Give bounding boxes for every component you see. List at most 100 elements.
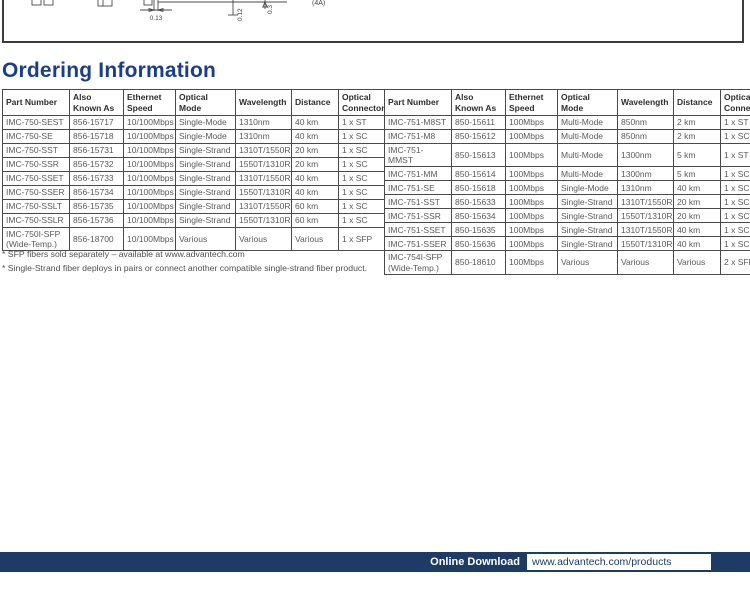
table-cell: 100Mbps bbox=[505, 194, 558, 210]
column-header: Ethernet Speed bbox=[505, 89, 558, 116]
table-cell: 1550T/1310R bbox=[235, 213, 292, 228]
mechanical-drawing-panel bbox=[2, 0, 744, 43]
table-cell: 10/100Mbps bbox=[123, 213, 176, 228]
table-row: IMC-751-MM 850-15614 100Mbps Multi-Mode 1300… bbox=[384, 166, 750, 182]
table-cell: 856-15736 bbox=[69, 213, 124, 228]
table-cell: 856-18700 bbox=[69, 226, 124, 252]
ordering-table-imc750: Part Number Also Known As Ethernet Speed Op… bbox=[2, 89, 389, 252]
table-cell: 100Mbps bbox=[505, 166, 558, 182]
table-cell: IMC-750-SSET bbox=[2, 171, 70, 186]
table-cell: 20 km bbox=[673, 194, 721, 210]
table-cell: 1 x SC bbox=[338, 129, 389, 144]
dimension-label: 0.13 bbox=[150, 15, 163, 22]
table-cell: IMC-750-SSLR bbox=[2, 213, 70, 228]
table-cell: 1 x SC bbox=[338, 199, 389, 214]
header-row: Part Number Also Known As Ethernet Speed Op… bbox=[2, 89, 389, 116]
table-cell: Single-Strand bbox=[175, 171, 236, 186]
table-cell: 1 x SC bbox=[720, 208, 750, 224]
table-cell: 100Mbps bbox=[505, 129, 558, 144]
table-cell: 1550T/1310R bbox=[617, 208, 674, 224]
table-cell: 1 x SC bbox=[720, 166, 750, 182]
table-row: IMC-750-SSLR 856-15736 10/100Mbps Single-St… bbox=[2, 213, 389, 228]
column-header: Optical Connector bbox=[720, 89, 750, 116]
table-cell: 40 km bbox=[673, 222, 721, 238]
table-cell: 856-15731 bbox=[69, 143, 124, 158]
table-cell: 5 km bbox=[673, 166, 721, 182]
table-cell: 10/100Mbps bbox=[123, 157, 176, 172]
table-row: IMC-750I-SFP (Wide-Temp.) 856-18700 10/100… bbox=[2, 226, 389, 252]
table-cell: 1 x SC bbox=[338, 143, 389, 158]
table-cell: IMC-751-M8 bbox=[384, 129, 452, 144]
table-cell: Single-Mode bbox=[175, 129, 236, 144]
table-cell: Various bbox=[673, 250, 721, 275]
table-row: IMC-751-SSER 850-15636 100Mbps Single-Stran… bbox=[384, 236, 750, 252]
table-cell: 1 x SC bbox=[338, 157, 389, 172]
header-row: Part Number Also Known As Ethernet Speed Op… bbox=[384, 89, 750, 116]
table-cell: 20 km bbox=[673, 208, 721, 224]
table-cell: 1550T/1310R bbox=[235, 185, 292, 200]
table-row: IMC-750-SSLT 856-15735 10/100Mbps Single-St… bbox=[2, 199, 389, 214]
table-cell: 850-18610 bbox=[451, 250, 506, 275]
table-cell: 1550T/1310R bbox=[617, 236, 674, 252]
table-cell: Various bbox=[235, 226, 292, 252]
table-cell: 1310T/1550R bbox=[235, 171, 292, 186]
table-cell: 1310nm bbox=[235, 129, 292, 144]
table-cell: 10/100Mbps bbox=[123, 115, 176, 130]
ordering-table-imc751: Part Number Also Known As Ethernet Speed Op… bbox=[384, 89, 750, 275]
table-cell: Single-Mode bbox=[557, 180, 618, 196]
table-cell: IMC-751-SSET bbox=[384, 222, 452, 238]
table-cell: 1 x SC bbox=[720, 222, 750, 238]
table-row: IMC-751-SSET 850-15635 100Mbps Single-Stran… bbox=[384, 222, 750, 238]
table-cell: 856-15718 bbox=[69, 129, 124, 144]
table-cell: 40 km bbox=[291, 129, 339, 144]
table-cell: 850nm bbox=[617, 129, 674, 144]
table-cell: 850-15613 bbox=[451, 142, 506, 168]
drawing-fragment bbox=[97, 0, 113, 7]
table-cell: 856-15735 bbox=[69, 199, 124, 214]
table-cell: 1 x ST bbox=[338, 115, 389, 130]
table-cell: Various bbox=[291, 226, 339, 252]
table-cell: 100Mbps bbox=[505, 236, 558, 252]
table-row: IMC-751-MMST 850-15613 100Mbps Multi-Mode 13… bbox=[384, 142, 750, 168]
table-cell: IMC-750I-SFP (Wide-Temp.) bbox=[2, 226, 70, 252]
table-cell: 850-15614 bbox=[451, 166, 506, 182]
table-cell: 1 x SFP bbox=[338, 226, 389, 252]
column-header: Also Known As bbox=[451, 89, 506, 116]
table-cell: 850-15636 bbox=[451, 236, 506, 252]
table-cell: Single-Strand bbox=[175, 213, 236, 228]
table-cell: 1 x SC bbox=[338, 213, 389, 228]
table-row: IMC-750-SSET 856-15733 10/100Mbps Single-St… bbox=[2, 171, 389, 186]
table-cell: 5 km bbox=[673, 142, 721, 168]
table-cell: 100Mbps bbox=[505, 208, 558, 224]
table-cell: Single-Strand bbox=[557, 236, 618, 252]
table-cell: 850-15634 bbox=[451, 208, 506, 224]
table-cell: 850-15618 bbox=[451, 180, 506, 196]
table-cell: Multi-Mode bbox=[557, 115, 618, 130]
table-cell: 1550T/1310R bbox=[235, 157, 292, 172]
table-cell: 1 x ST bbox=[720, 142, 750, 168]
column-header: Also Known As bbox=[69, 89, 124, 116]
table-cell: 40 km bbox=[673, 236, 721, 252]
table-cell: 1310nm bbox=[235, 115, 292, 130]
download-url-box[interactable]: www.advantech.com/products bbox=[527, 554, 711, 570]
table-cell: Single-Strand bbox=[175, 199, 236, 214]
table-cell: 40 km bbox=[673, 180, 721, 196]
column-header: Part Number bbox=[384, 89, 452, 116]
table-cell: 100Mbps bbox=[505, 222, 558, 238]
table-row: IMC-750-SSER 856-15734 10/100Mbps Single-St… bbox=[2, 185, 389, 200]
table-cell: IMC-751-SSER bbox=[384, 236, 452, 252]
table-cell: Single-Strand bbox=[175, 157, 236, 172]
table-cell: 40 km bbox=[291, 185, 339, 200]
table-cell: Various bbox=[557, 250, 618, 275]
table-cell: Multi-Mode bbox=[557, 142, 618, 168]
table-row: IMC-751-SST 850-15633 100Mbps Single-Strand… bbox=[384, 194, 750, 210]
table-cell: 1 x SC bbox=[338, 185, 389, 200]
table-cell: 100Mbps bbox=[505, 115, 558, 130]
table-cell: 1300nm bbox=[617, 142, 674, 168]
table-cell: IMC-751-SST bbox=[384, 194, 452, 210]
table-cell: 1 x SC bbox=[720, 180, 750, 196]
download-url[interactable]: www.advantech.com/products bbox=[532, 556, 672, 568]
footnote-sfp: * SFP fibers sold separately – available… bbox=[2, 249, 245, 259]
table-cell: IMC-751-MM bbox=[384, 166, 452, 182]
